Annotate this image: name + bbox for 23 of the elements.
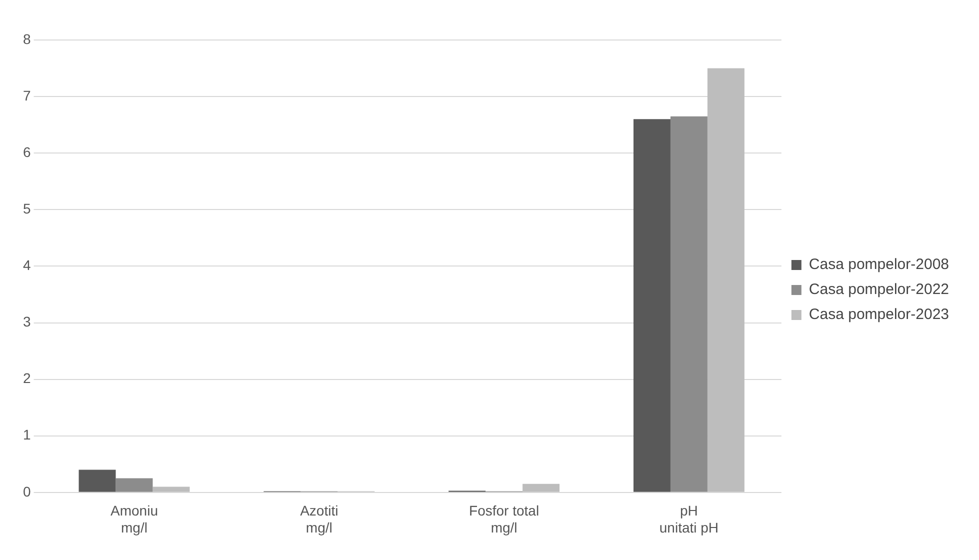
x-tick-label: pH unitati pH	[659, 502, 719, 536]
legend-label: Casa pompelor-2022	[808, 281, 950, 298]
bar	[78, 470, 116, 492]
legend-label: Casa pompelor-2023	[808, 306, 950, 324]
y-tick-label: 6	[22, 144, 31, 160]
y-tick-label: 8	[22, 30, 31, 47]
y-tick-label: 7	[22, 87, 31, 104]
x-tick-label: Azotiti mg/l	[300, 502, 338, 536]
y-tick-label: 5	[22, 200, 31, 217]
y-tick-label: 0	[22, 483, 31, 500]
y-tick-label: 2	[22, 370, 31, 386]
y-tick-label: 3	[22, 314, 31, 330]
legend-label: Casa pompelor-2008	[808, 256, 950, 274]
bar	[670, 116, 708, 492]
bar	[522, 484, 560, 492]
x-tick-label: Amoniu mg/l	[110, 502, 158, 536]
y-tick-label: 1	[22, 426, 31, 443]
x-tick-label: Fosfor total mg/l	[469, 502, 540, 536]
bar	[707, 68, 744, 492]
y-tick-label: 4	[22, 257, 31, 274]
bar	[152, 486, 190, 492]
bar	[633, 119, 670, 492]
bar	[116, 478, 153, 492]
